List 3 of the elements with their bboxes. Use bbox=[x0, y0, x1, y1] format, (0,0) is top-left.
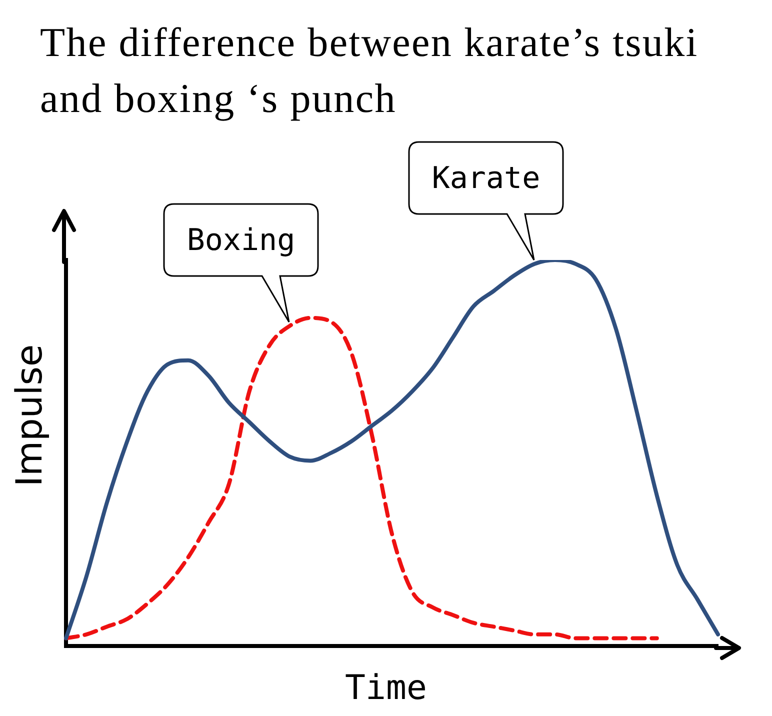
y-axis-title: Impulse bbox=[10, 343, 50, 489]
x-axis-title: Time bbox=[344, 668, 428, 708]
chart-title: The difference between karate’s tsuki and boxing ‘s punch bbox=[40, 18, 700, 123]
